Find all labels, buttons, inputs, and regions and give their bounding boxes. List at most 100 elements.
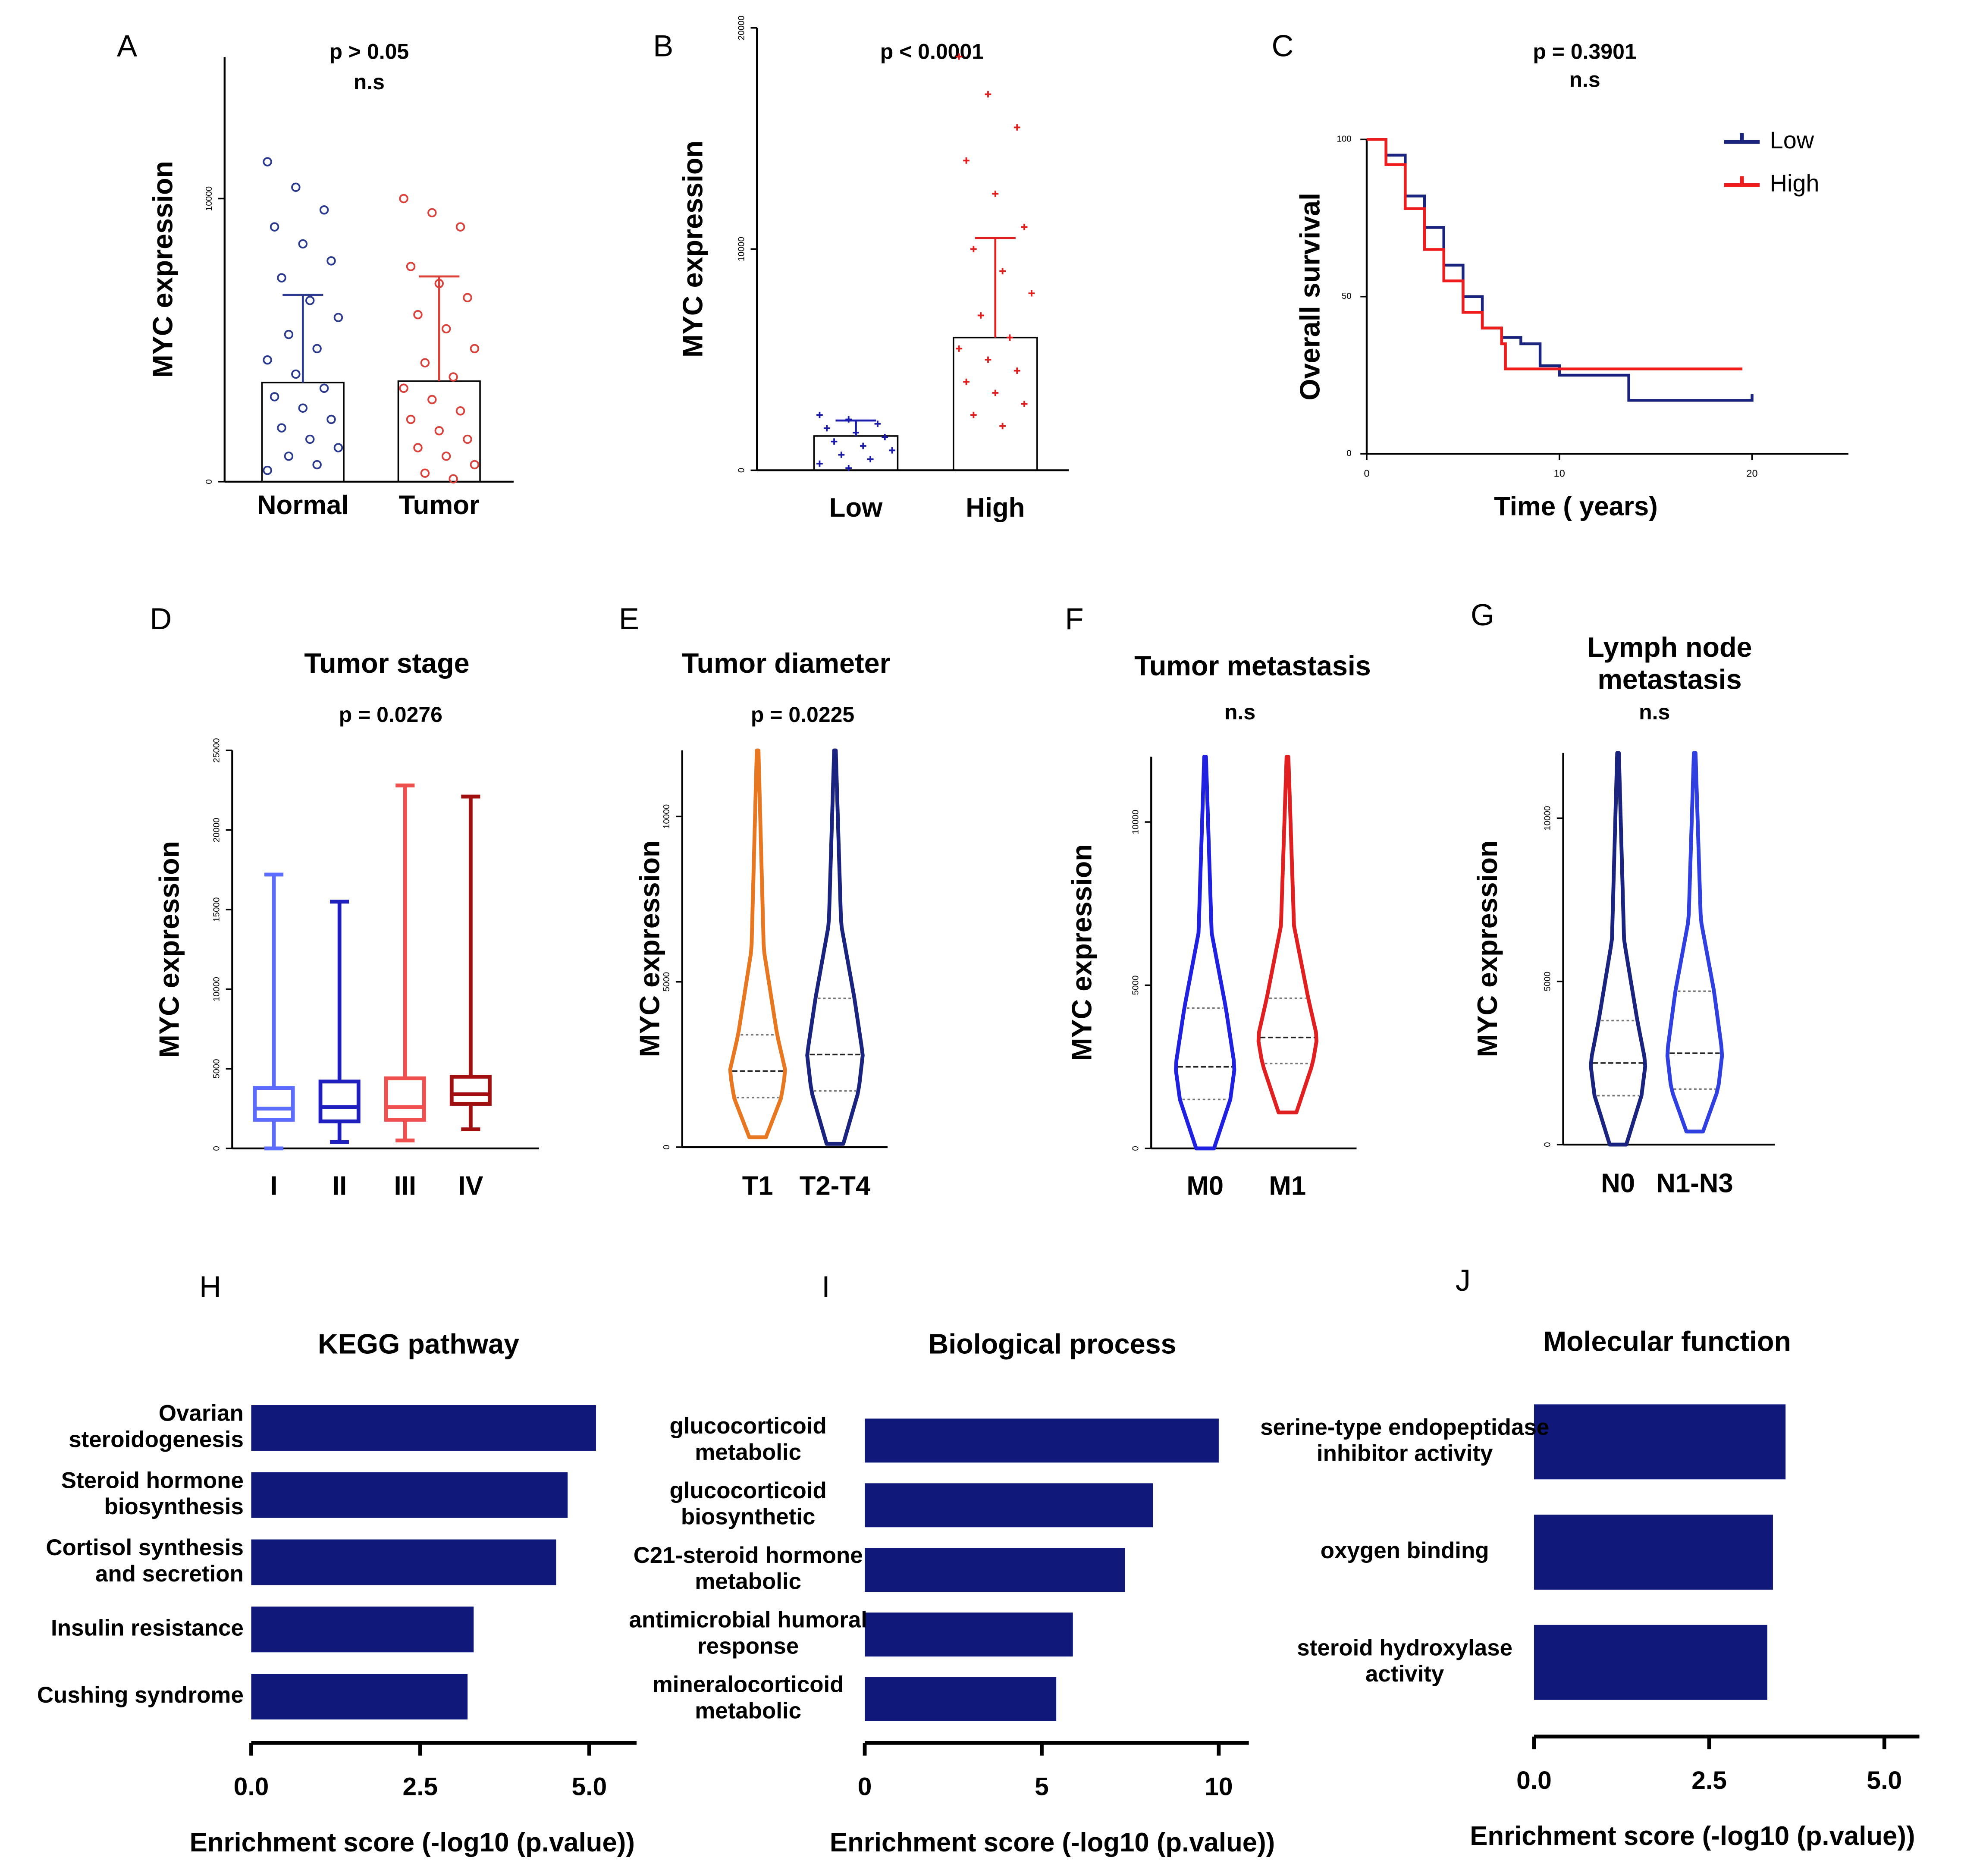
y-tick-label: Steroid hormone biosynthesis xyxy=(61,1468,244,1519)
x-tick-label: 5 xyxy=(1035,1773,1049,1801)
data-point xyxy=(270,392,279,402)
survival-line xyxy=(1367,138,1743,370)
y-tick-label: 5000 xyxy=(662,972,671,992)
bar xyxy=(865,1483,1153,1528)
x-tick-label: 5.0 xyxy=(1867,1766,1902,1794)
panel-j: J Molecular function Enrichment score (-lo… xyxy=(1260,1263,1920,1851)
x-axis-label: Enrichment score (-log10 (p.value)) xyxy=(1470,1821,1915,1851)
bar xyxy=(251,1405,596,1451)
bar xyxy=(865,1418,1219,1463)
bar xyxy=(865,1677,1057,1721)
x-tick-label: Normal xyxy=(257,490,349,520)
whisker-low xyxy=(264,1120,284,1151)
data-point xyxy=(263,355,272,365)
annotation: n.s xyxy=(1639,700,1670,724)
data-point xyxy=(312,460,322,470)
data-point xyxy=(270,222,279,232)
data-point xyxy=(455,222,465,232)
y-tick-label: 5000 xyxy=(1543,972,1553,991)
legend-label: High xyxy=(1770,169,1820,197)
data-point xyxy=(992,389,999,396)
y-tick-label: glucocorticoid biosynthetic xyxy=(669,1478,826,1530)
data-point xyxy=(449,372,458,382)
y-axis-label: Overall survival xyxy=(1294,193,1326,401)
x-tick-label: N0 xyxy=(1601,1168,1635,1198)
data-point xyxy=(305,296,315,305)
data-point xyxy=(413,310,423,320)
whisker-high xyxy=(395,783,415,1079)
x-tick-label: Tumor xyxy=(399,490,480,520)
data-point xyxy=(845,464,852,471)
y-tick-label: 0 xyxy=(204,479,214,484)
data-point xyxy=(816,411,823,418)
data-point xyxy=(449,474,458,484)
data-point xyxy=(470,460,480,470)
legend-label: Low xyxy=(1770,126,1814,154)
data-point xyxy=(860,442,866,449)
y-tick-label: serine-type endopeptidase inhibitor activ… xyxy=(1260,1415,1549,1466)
bar xyxy=(1534,1625,1767,1700)
y-axis-label: MYC expression xyxy=(634,840,665,1057)
x-tick-label: I xyxy=(270,1171,277,1201)
error-bar xyxy=(835,419,876,436)
box xyxy=(253,1086,295,1122)
data-point xyxy=(333,313,343,322)
panel-letter: I xyxy=(822,1270,830,1304)
data-point xyxy=(823,425,830,432)
data-point xyxy=(420,468,430,478)
y-tick-label: 0 xyxy=(736,468,746,473)
data-point xyxy=(298,403,308,413)
data-point xyxy=(326,256,336,266)
panel-letter: G xyxy=(1471,598,1494,632)
panel-letter: A xyxy=(117,28,137,63)
legend-swatch xyxy=(1724,176,1760,187)
panel-letter: E xyxy=(619,602,639,636)
annotation: p > 0.05 xyxy=(329,40,409,64)
y-tick-label: 10000 xyxy=(1131,809,1141,834)
panel-letter: D xyxy=(150,602,172,636)
violin xyxy=(805,748,865,1146)
box xyxy=(318,1079,361,1123)
data-point xyxy=(1028,290,1035,297)
data-point xyxy=(831,438,838,445)
data-point xyxy=(985,356,992,363)
y-tick-label: mineralocorticoid metabolic xyxy=(653,1672,844,1724)
y-tick-label: 0 xyxy=(212,1146,222,1151)
data-point xyxy=(406,414,416,424)
violin xyxy=(1665,751,1724,1134)
data-point xyxy=(441,324,451,334)
data-point xyxy=(441,452,451,461)
y-tick-label: Cortisol synthesis and secretion xyxy=(46,1535,244,1587)
y-tick-label: C21-steroid hormone metabolic xyxy=(634,1543,863,1594)
panel-i: I Biological process Enrichment score (-lo… xyxy=(629,1270,1275,1857)
x-tick-label: 0.0 xyxy=(234,1773,269,1801)
box xyxy=(449,1075,492,1106)
data-point xyxy=(956,345,963,352)
data-point xyxy=(816,460,823,467)
y-tick-label: steroid hydroxylase activity xyxy=(1297,1635,1512,1687)
error-bar xyxy=(975,237,1016,338)
violin xyxy=(1174,755,1236,1151)
data-point xyxy=(867,456,874,463)
x-tick-label: 5.0 xyxy=(571,1773,607,1801)
panel-letter: F xyxy=(1065,602,1083,636)
data-point xyxy=(305,434,315,444)
y-tick-label: 5000 xyxy=(212,1059,222,1079)
y-tick-label: 100 xyxy=(1337,134,1351,144)
data-point xyxy=(1013,367,1020,374)
x-axis-label: Time ( years) xyxy=(1494,492,1658,521)
y-tick-label: 20000 xyxy=(212,818,222,842)
data-point xyxy=(263,157,272,166)
data-point xyxy=(463,293,472,302)
y-tick-label: antimicrobial humoral response xyxy=(629,1607,867,1659)
data-point xyxy=(434,426,444,436)
panel-d: D Tumor stage p = 0.0276 MYC expression 0 500… xyxy=(150,602,539,1201)
data-point xyxy=(992,190,999,197)
data-point xyxy=(312,344,322,354)
x-tick-label: 20 xyxy=(1746,467,1757,479)
data-point xyxy=(291,369,301,379)
y-tick-label: 25000 xyxy=(212,738,222,762)
